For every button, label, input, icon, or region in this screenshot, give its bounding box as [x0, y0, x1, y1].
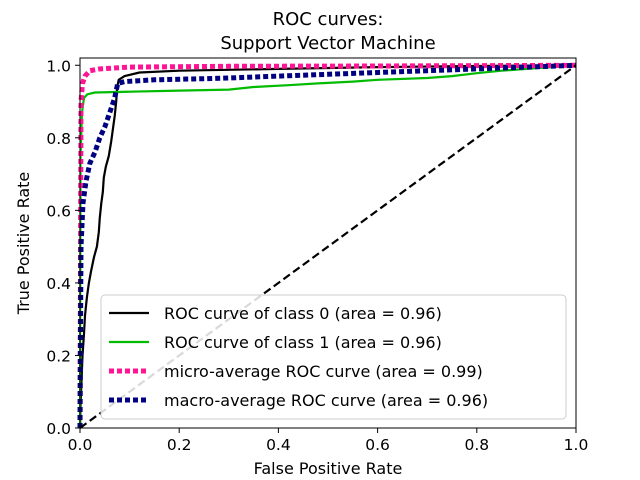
legend: ROC curve of class 0 (area = 0.96) ROC cu… — [100, 294, 567, 420]
series-line-1 — [78, 64, 577, 429]
legend-box — [100, 294, 567, 420]
plot-area: 0.0 0.2 0.4 0.6 0.8 1.0 0.0 0.2 0.4 0.6 0.8 1.0 — [46, 57, 588, 454]
x-tick-label-5: 1.0 — [564, 436, 589, 454]
plot-frame — [79, 57, 577, 429]
legend-label-3: macro-average ROC curve (area = 0.96) — [164, 391, 488, 410]
x-axis-label: False Positive Rate — [254, 459, 403, 478]
series-line-2 — [77, 62, 577, 429]
series-line-3 — [77, 62, 577, 429]
y-tick-label-4: 0.8 — [46, 130, 71, 148]
x-tick-label-3: 0.6 — [365, 436, 390, 454]
chart-subtitle: Support Vector Machine — [220, 33, 435, 54]
x-tick-label-0: 0.0 — [68, 436, 93, 454]
y-axis: 0.0 0.2 0.4 0.6 0.8 1.0 — [46, 57, 80, 438]
y-tick-label-2: 0.4 — [46, 275, 71, 293]
legend-label-1: ROC curve of class 1 (area = 0.96) — [164, 333, 442, 352]
x-tick-label-2: 0.4 — [266, 436, 291, 454]
legend-label-2: micro-average ROC curve (area = 0.99) — [164, 362, 483, 381]
series-line-0 — [78, 64, 577, 429]
x-tick-label-1: 0.2 — [167, 436, 192, 454]
chart-title: ROC curves: — [273, 9, 384, 30]
y-axis-label: True Positive Rate — [14, 172, 33, 316]
y-tick-label-5: 1.0 — [46, 57, 71, 75]
x-axis: 0.0 0.2 0.4 0.6 0.8 1.0 — [68, 428, 589, 454]
y-tick-label-3: 0.6 — [46, 202, 71, 220]
x-tick-label-4: 0.8 — [464, 436, 489, 454]
y-tick-label-1: 0.2 — [46, 347, 71, 365]
y-tick-label-0: 0.0 — [46, 420, 71, 438]
legend-label-0: ROC curve of class 0 (area = 0.96) — [164, 304, 442, 323]
